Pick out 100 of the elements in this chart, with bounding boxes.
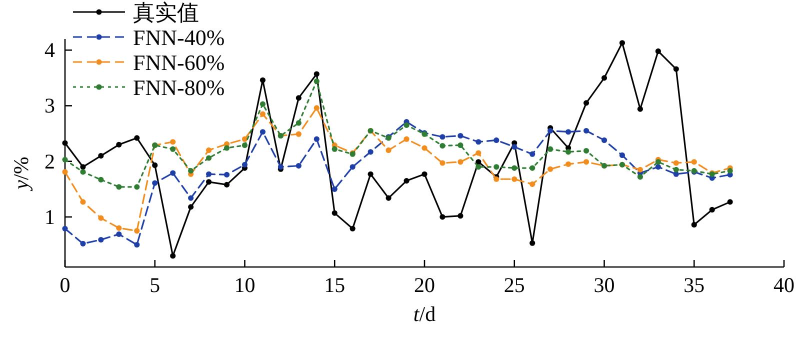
point xyxy=(98,215,104,221)
point xyxy=(494,164,500,170)
point xyxy=(332,186,338,192)
point xyxy=(224,145,230,151)
point xyxy=(619,152,626,158)
x-tick-label: 35 xyxy=(684,273,705,297)
y-tick-label: 2 xyxy=(44,149,55,174)
point xyxy=(314,136,320,142)
y-tick-label: 3 xyxy=(44,94,55,118)
point xyxy=(134,242,140,248)
point xyxy=(80,199,86,205)
y-axis-title: y/% xyxy=(9,156,33,192)
point xyxy=(691,222,697,228)
point xyxy=(206,179,212,185)
point xyxy=(296,162,302,169)
point xyxy=(601,75,608,81)
point xyxy=(242,136,248,142)
x-tick-label: 30 xyxy=(594,273,615,297)
point xyxy=(601,137,608,144)
point xyxy=(673,66,679,72)
point xyxy=(368,149,374,155)
point xyxy=(637,166,643,172)
point xyxy=(242,162,248,168)
point xyxy=(476,164,482,170)
legend-label: FNN-40% xyxy=(133,25,225,50)
x-tick-label: 15 xyxy=(324,273,346,297)
point xyxy=(673,160,679,166)
point xyxy=(673,166,679,172)
x-tick-label: 5 xyxy=(150,273,160,297)
point xyxy=(152,162,158,168)
point xyxy=(332,210,338,216)
point xyxy=(152,180,158,186)
point xyxy=(655,48,661,54)
point xyxy=(404,136,410,142)
point xyxy=(512,176,518,182)
point xyxy=(458,132,464,139)
point xyxy=(98,236,104,243)
point xyxy=(80,240,86,246)
point xyxy=(260,77,266,83)
point xyxy=(62,140,68,146)
point xyxy=(188,195,194,201)
point xyxy=(206,155,212,161)
y-tick-label: 4 xyxy=(44,38,56,62)
point xyxy=(458,142,464,148)
point xyxy=(637,106,643,112)
point xyxy=(583,148,590,154)
point xyxy=(709,206,715,213)
point xyxy=(566,149,572,155)
point xyxy=(314,78,320,84)
point xyxy=(98,152,104,159)
point xyxy=(476,150,482,156)
point xyxy=(440,134,446,140)
point xyxy=(260,101,266,107)
point xyxy=(116,184,122,190)
point xyxy=(404,122,410,128)
point xyxy=(206,171,212,177)
point xyxy=(116,231,122,237)
point xyxy=(583,100,590,106)
point xyxy=(727,168,733,174)
point xyxy=(188,168,194,174)
point xyxy=(619,40,626,46)
point xyxy=(62,156,68,162)
point xyxy=(458,159,464,165)
x-tick-label: 0 xyxy=(60,273,70,297)
point xyxy=(440,142,446,149)
point xyxy=(170,146,176,152)
point xyxy=(530,151,536,157)
point xyxy=(368,171,374,177)
point xyxy=(404,178,410,184)
x-tick-label: 25 xyxy=(504,273,525,297)
point xyxy=(691,159,697,165)
point xyxy=(548,146,554,152)
point xyxy=(188,204,194,210)
point xyxy=(655,159,661,165)
point xyxy=(170,170,176,176)
legend-label: 真实值 xyxy=(133,0,199,25)
x-axis-title: t/d xyxy=(413,302,436,326)
point xyxy=(530,181,536,187)
point xyxy=(224,172,230,178)
point xyxy=(260,129,266,135)
point xyxy=(440,160,446,166)
point xyxy=(62,169,68,175)
x-tick-label: 40 xyxy=(774,273,794,297)
y-tick-label: 1 xyxy=(44,204,55,229)
point xyxy=(530,240,536,246)
point xyxy=(548,128,554,134)
point xyxy=(440,214,446,220)
point xyxy=(80,169,86,175)
point xyxy=(260,111,266,117)
point xyxy=(458,213,464,219)
point xyxy=(98,176,104,182)
point xyxy=(476,139,482,145)
point xyxy=(170,139,176,145)
point xyxy=(206,147,212,154)
point xyxy=(116,225,122,231)
point xyxy=(512,165,518,171)
point xyxy=(134,135,140,141)
point xyxy=(242,142,248,148)
point xyxy=(422,145,428,151)
point xyxy=(116,142,122,148)
